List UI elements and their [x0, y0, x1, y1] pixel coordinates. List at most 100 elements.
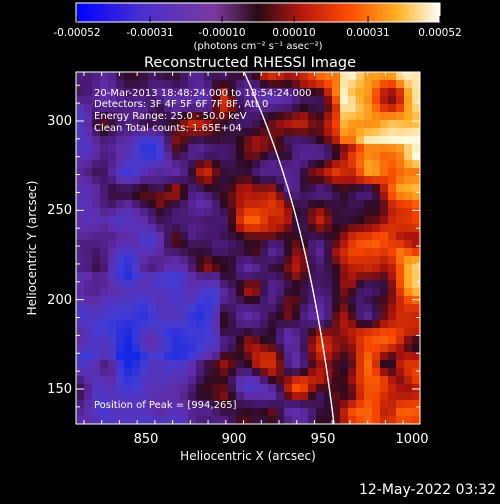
heatmap-cell	[372, 120, 381, 129]
heatmap-cell	[212, 360, 221, 369]
heatmap-cell	[276, 192, 285, 201]
heatmap-cell	[188, 416, 197, 424]
heatmap-cell	[412, 400, 420, 409]
heatmap-cell	[188, 304, 197, 313]
heatmap-cell	[92, 224, 101, 233]
heatmap-cell	[284, 128, 293, 137]
heatmap-cell	[292, 200, 301, 209]
heatmap-cell	[172, 304, 181, 313]
heatmap-cell	[84, 416, 93, 424]
heatmap-cell	[188, 224, 197, 233]
heatmap-cell	[364, 408, 373, 417]
heatmap-cell	[172, 416, 181, 424]
heatmap-cell	[188, 240, 197, 249]
heatmap-cell	[84, 168, 93, 177]
x-tick-label: 1000	[395, 432, 428, 447]
heatmap-cell	[268, 112, 277, 121]
heatmap-cell	[204, 72, 213, 81]
heatmap-cell	[268, 152, 277, 161]
heatmap-cell	[316, 104, 325, 113]
heatmap-cell	[188, 368, 197, 377]
heatmap-cell	[260, 128, 269, 137]
heatmap-cell	[124, 304, 133, 313]
heatmap-cell	[220, 328, 229, 337]
heatmap-cell	[396, 376, 405, 385]
heatmap-cell	[132, 200, 141, 209]
heatmap-cell	[172, 160, 181, 169]
heatmap-cell	[308, 208, 317, 217]
heatmap-cell	[348, 184, 357, 193]
heatmap-cell	[172, 168, 181, 177]
heatmap-cell	[244, 416, 253, 424]
heatmap-cell	[220, 104, 229, 113]
heatmap-cell	[84, 336, 93, 345]
heatmap-cell	[164, 304, 173, 313]
heatmap-cell	[348, 328, 357, 337]
heatmap-cell	[268, 96, 277, 105]
heatmap-cell	[220, 152, 229, 161]
heatmap-cell	[164, 208, 173, 217]
heatmap-cell	[180, 200, 189, 209]
heatmap-cell	[388, 264, 397, 273]
colorbar-ticks	[76, 16, 441, 22]
heatmap-cell	[164, 96, 173, 105]
heatmap-cell	[332, 120, 341, 129]
heatmap-cell	[108, 312, 117, 321]
heatmap-cell	[196, 248, 205, 257]
heatmap-cell	[372, 144, 381, 153]
heatmap-cell	[148, 72, 157, 81]
heatmap-cell	[244, 152, 253, 161]
heatmap-cell	[236, 376, 245, 385]
heatmap-cell	[132, 120, 141, 129]
heatmap-cell	[212, 112, 221, 121]
heatmap-cell	[212, 344, 221, 353]
heatmap-cell	[244, 216, 253, 225]
heatmap-cell	[124, 72, 133, 81]
heatmap-cell	[364, 192, 373, 201]
heatmap-cell	[268, 72, 277, 81]
heatmap-cell	[300, 80, 309, 89]
heatmap-cell	[188, 176, 197, 185]
heatmap-cell	[372, 296, 381, 305]
heatmap-cell	[140, 224, 149, 233]
heatmap-cell	[316, 208, 325, 217]
heatmap-cell	[196, 280, 205, 289]
heatmap-cell	[236, 360, 245, 369]
heatmap-cell	[292, 336, 301, 345]
heatmap-cell	[372, 304, 381, 313]
heatmap-cell	[356, 256, 365, 265]
heatmap-cell	[244, 408, 253, 417]
heatmap-cell	[164, 392, 173, 401]
heatmap-cell	[236, 416, 245, 424]
heatmap-cell	[348, 352, 357, 361]
heatmap-cell	[332, 288, 341, 297]
heatmap-cell	[340, 280, 349, 289]
heatmap-cell	[332, 344, 341, 353]
heatmap-cell	[276, 320, 285, 329]
heatmap-cell	[364, 136, 373, 145]
heatmap-cell	[412, 416, 420, 424]
heatmap-cell	[220, 256, 229, 265]
heatmap-cell	[156, 240, 165, 249]
heatmap-cell	[156, 216, 165, 225]
heatmap-cell	[164, 232, 173, 241]
heatmap-cell	[132, 168, 141, 177]
heatmap-cell	[148, 288, 157, 297]
heatmap-cell	[380, 112, 389, 121]
heatmap-cell	[108, 136, 117, 145]
heatmap-cell	[116, 88, 125, 97]
heatmap-cell	[332, 72, 341, 81]
heatmap-cell	[260, 232, 269, 241]
heatmap-cell	[140, 232, 149, 241]
heatmap-cell	[116, 184, 125, 193]
heatmap-cell	[276, 240, 285, 249]
heatmap-cell	[316, 408, 325, 417]
heatmap-cell	[204, 384, 213, 393]
heatmap-cell	[348, 240, 357, 249]
heatmap-cell	[252, 288, 261, 297]
heatmap-cell	[388, 288, 397, 297]
heatmap-cell	[340, 336, 349, 345]
heatmap-cell	[292, 192, 301, 201]
heatmap-cell	[148, 184, 157, 193]
heatmap-cell	[180, 176, 189, 185]
